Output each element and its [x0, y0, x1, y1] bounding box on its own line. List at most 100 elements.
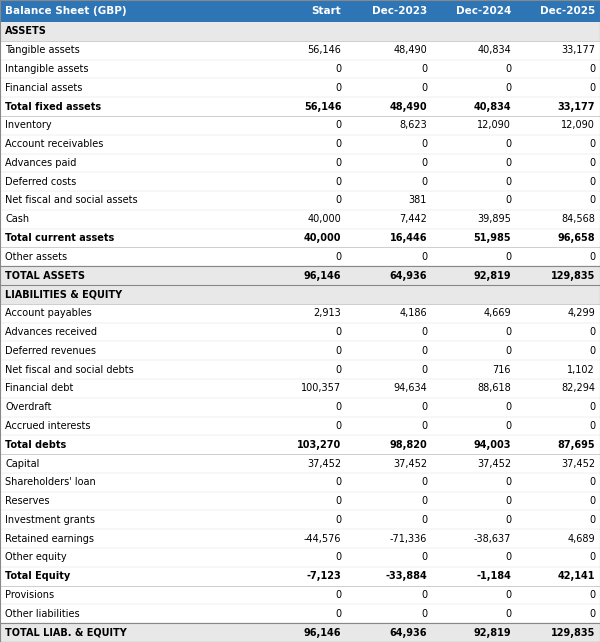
- Text: 0: 0: [505, 346, 511, 356]
- Text: Dec-2025: Dec-2025: [540, 6, 595, 16]
- Text: 94,634: 94,634: [393, 383, 427, 394]
- Text: 0: 0: [505, 252, 511, 262]
- Text: 0: 0: [589, 83, 595, 92]
- Text: 0: 0: [421, 421, 427, 431]
- Text: 0: 0: [335, 195, 341, 205]
- Text: 0: 0: [505, 590, 511, 600]
- Text: 0: 0: [505, 402, 511, 412]
- Text: 12,090: 12,090: [477, 120, 511, 130]
- Bar: [0, 586, 600, 604]
- Text: Inventory: Inventory: [5, 120, 52, 130]
- Bar: [0, 529, 600, 548]
- Text: 0: 0: [335, 609, 341, 619]
- Bar: [0, 229, 600, 247]
- Text: Financial debt: Financial debt: [5, 383, 73, 394]
- Bar: [0, 210, 600, 229]
- Text: 82,294: 82,294: [561, 383, 595, 394]
- Text: Other equity: Other equity: [5, 553, 67, 562]
- Text: 0: 0: [335, 64, 341, 74]
- Text: 16,446: 16,446: [389, 233, 427, 243]
- Text: Financial assets: Financial assets: [5, 83, 82, 92]
- Bar: [0, 41, 600, 60]
- Text: 0: 0: [335, 477, 341, 487]
- Text: TOTAL LIAB. & EQUITY: TOTAL LIAB. & EQUITY: [5, 628, 127, 638]
- Text: 96,146: 96,146: [304, 628, 341, 638]
- Bar: [0, 360, 600, 379]
- Text: 40,000: 40,000: [304, 233, 341, 243]
- Text: Deferred revenues: Deferred revenues: [5, 346, 96, 356]
- Bar: [0, 454, 600, 473]
- Text: 0: 0: [589, 158, 595, 168]
- Text: -7,123: -7,123: [307, 571, 341, 581]
- Text: Other assets: Other assets: [5, 252, 67, 262]
- Text: Reserves: Reserves: [5, 496, 49, 506]
- Text: 0: 0: [335, 515, 341, 525]
- Bar: [0, 135, 600, 153]
- Text: 96,146: 96,146: [304, 271, 341, 281]
- Text: 381: 381: [409, 195, 427, 205]
- Text: 0: 0: [335, 120, 341, 130]
- Text: 0: 0: [589, 421, 595, 431]
- Text: Provisions: Provisions: [5, 590, 54, 600]
- Bar: [0, 342, 600, 360]
- Text: 0: 0: [335, 402, 341, 412]
- Bar: [0, 304, 600, 323]
- Text: 0: 0: [421, 346, 427, 356]
- Text: 33,177: 33,177: [561, 45, 595, 55]
- Bar: [0, 172, 600, 191]
- Text: 42,141: 42,141: [557, 571, 595, 581]
- Text: 0: 0: [589, 346, 595, 356]
- Text: 0: 0: [589, 327, 595, 337]
- Bar: [0, 191, 600, 210]
- Text: 0: 0: [335, 83, 341, 92]
- Text: 0: 0: [421, 83, 427, 92]
- Bar: [0, 567, 600, 586]
- Text: 48,490: 48,490: [389, 101, 427, 112]
- Text: 0: 0: [335, 139, 341, 149]
- Text: 129,835: 129,835: [551, 271, 595, 281]
- Text: 0: 0: [421, 496, 427, 506]
- Text: 40,834: 40,834: [477, 45, 511, 55]
- Text: 7,442: 7,442: [399, 214, 427, 224]
- Text: 0: 0: [505, 83, 511, 92]
- Text: 56,146: 56,146: [304, 101, 341, 112]
- Text: Total current assets: Total current assets: [5, 233, 114, 243]
- Text: 87,695: 87,695: [557, 440, 595, 450]
- Text: 0: 0: [421, 515, 427, 525]
- Text: 0: 0: [589, 195, 595, 205]
- Text: 0: 0: [421, 402, 427, 412]
- Text: -1,184: -1,184: [476, 571, 511, 581]
- Text: 64,936: 64,936: [389, 271, 427, 281]
- Bar: [0, 473, 600, 492]
- Text: 4,669: 4,669: [484, 308, 511, 318]
- Text: Other liabilities: Other liabilities: [5, 609, 80, 619]
- Text: 40,000: 40,000: [308, 214, 341, 224]
- Bar: [0, 623, 600, 642]
- Text: 0: 0: [335, 496, 341, 506]
- Text: 96,658: 96,658: [557, 233, 595, 243]
- Text: 0: 0: [421, 553, 427, 562]
- Text: 94,003: 94,003: [473, 440, 511, 450]
- Text: 0: 0: [505, 496, 511, 506]
- Text: 39,895: 39,895: [477, 214, 511, 224]
- Text: 0: 0: [505, 553, 511, 562]
- Text: 100,357: 100,357: [301, 383, 341, 394]
- Bar: [0, 266, 600, 285]
- Text: Capital: Capital: [5, 458, 40, 469]
- Text: 0: 0: [505, 158, 511, 168]
- Text: 33,177: 33,177: [557, 101, 595, 112]
- Text: -38,637: -38,637: [473, 534, 511, 544]
- Text: 0: 0: [589, 252, 595, 262]
- Text: 0: 0: [421, 139, 427, 149]
- Text: 12,090: 12,090: [561, 120, 595, 130]
- Text: Deferred costs: Deferred costs: [5, 177, 76, 187]
- Text: Balance Sheet (GBP): Balance Sheet (GBP): [5, 6, 127, 16]
- Bar: [0, 398, 600, 417]
- Text: 0: 0: [335, 177, 341, 187]
- Text: 0: 0: [335, 421, 341, 431]
- Bar: [0, 78, 600, 97]
- Text: 48,490: 48,490: [393, 45, 427, 55]
- Text: 0: 0: [505, 139, 511, 149]
- Text: 84,568: 84,568: [561, 214, 595, 224]
- Text: 1,102: 1,102: [567, 365, 595, 374]
